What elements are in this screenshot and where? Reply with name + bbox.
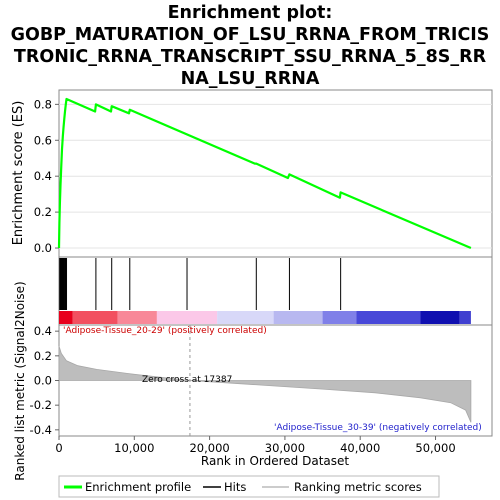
x-tick-label: 10,000 xyxy=(114,441,154,455)
es-y-tick-label: 0.6 xyxy=(34,133,52,147)
zero-cross-label: Zero cross at 17387 xyxy=(142,375,232,385)
color-bar-segment xyxy=(459,311,471,324)
chart-title: Enrichment plot: GOBP_MATURATION_OF_LSU_… xyxy=(0,2,500,90)
ranking-y-tick-label: -0.2 xyxy=(30,398,52,412)
ranking-y-tick-label: -0.4 xyxy=(30,423,52,437)
x-axis-label: Rank in Ordered Dataset xyxy=(201,454,349,468)
x-tick-label: 40,000 xyxy=(340,441,380,455)
es-y-axis: 0.0 0.2 0.4 0.6 0.8 xyxy=(34,97,59,255)
legend-hits-label: Hits xyxy=(224,480,246,494)
es-series-group xyxy=(57,97,472,250)
es-y-axis-label: Enrichment score (ES) xyxy=(11,101,26,246)
color-bar-segment xyxy=(59,311,73,324)
ranking-y-tick-label: 0.0 xyxy=(34,374,52,388)
color-bar-segment xyxy=(217,311,274,324)
ranking-metric-area xyxy=(58,345,472,423)
es-y-tick-label: 0.8 xyxy=(34,97,52,111)
negative-correlation-label: 'Adipose-Tissue_30-39' (negatively corre… xyxy=(274,423,482,433)
es-gridlines xyxy=(59,103,492,249)
color-bar-segment xyxy=(356,311,421,324)
x-tick-label: 20,000 xyxy=(189,441,229,455)
positive-correlation-label: 'Adipose-Tissue_20-29' (positively corre… xyxy=(63,326,267,336)
title-line: GOBP_MATURATION_OF_LSU_RRNA_FROM_TRICIS xyxy=(10,25,490,45)
es-y-tick-label: 0.0 xyxy=(34,241,52,255)
ranking-y-axis-label: Ranked list metric (Signal2Noise) xyxy=(13,281,27,480)
color-bar-segment xyxy=(72,311,118,324)
color-bar-segment xyxy=(420,311,460,324)
ranking-y-axis: 0.4 0.2 0.0 -0.2 -0.4 xyxy=(30,324,59,437)
x-tick-label: 30,000 xyxy=(265,441,305,455)
color-bar-segment xyxy=(322,311,357,324)
legend-enrichment-label: Enrichment profile xyxy=(85,480,191,494)
color-bar-segment xyxy=(117,311,157,324)
es-y-tick-label: 0.4 xyxy=(34,169,52,183)
rank-color-bar xyxy=(59,311,471,324)
title-line: NA_LSU_RRNA xyxy=(180,69,320,89)
legend-box xyxy=(58,475,440,498)
x-axis: 0 10,000 20,000 30,000 40,000 50,000 xyxy=(55,436,456,455)
title-line: TRONIC_RRNA_TRANSCRIPT_SSU_RRNA_5_8S_RR xyxy=(13,47,487,67)
color-bar-segment xyxy=(156,311,218,324)
enrichment-profile-line xyxy=(57,97,472,250)
title-line: Enrichment plot: xyxy=(167,3,333,23)
legend-ranking-label: Ranking metric scores xyxy=(294,480,422,494)
es-y-tick-label: 0.2 xyxy=(34,205,52,219)
hits-group xyxy=(59,258,342,310)
ranking-y-tick-label: 0.2 xyxy=(34,349,52,363)
x-tick-label: 50,000 xyxy=(415,441,455,455)
color-bar-segment xyxy=(273,311,323,324)
ranking-y-tick-label: 0.4 xyxy=(34,324,52,338)
ranking-profile-group xyxy=(58,325,472,436)
x-tick-label: 0 xyxy=(55,441,62,455)
